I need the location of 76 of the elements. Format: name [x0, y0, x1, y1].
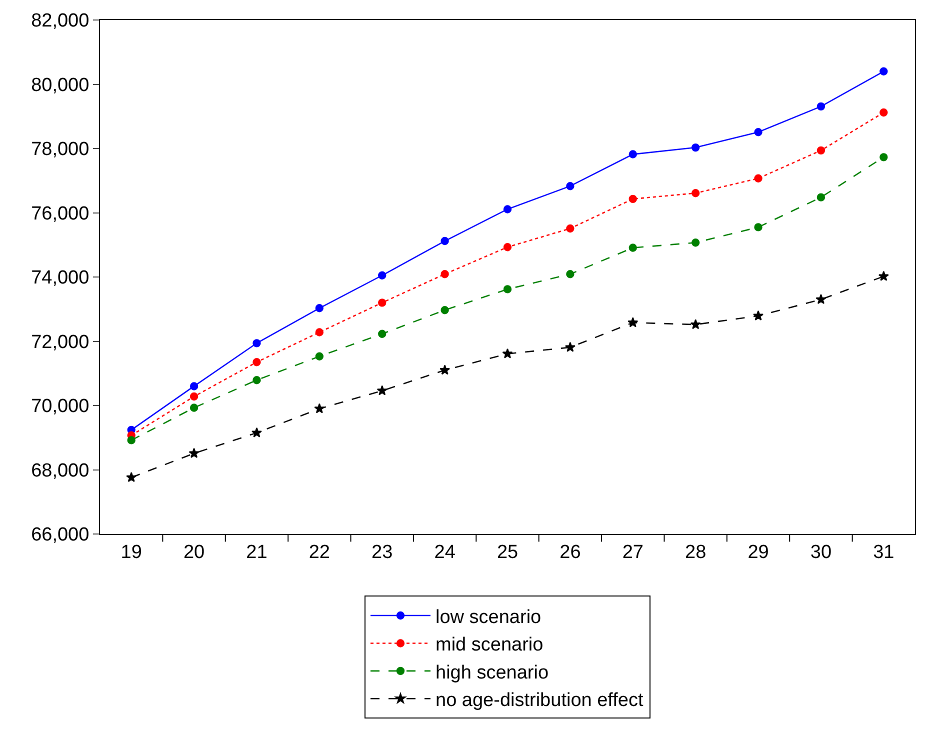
point	[190, 382, 198, 390]
point	[564, 342, 576, 352]
point	[503, 243, 512, 252]
point	[502, 348, 513, 358]
point	[190, 404, 198, 412]
point	[251, 427, 262, 438]
point	[440, 270, 449, 278]
point	[880, 108, 888, 117]
point	[315, 352, 324, 360]
point	[754, 223, 762, 232]
y-tick-label: 82,000	[31, 10, 90, 32]
x-tick-label: 28	[685, 542, 706, 563]
point	[315, 304, 324, 312]
point	[314, 403, 325, 414]
point	[378, 271, 386, 280]
point	[628, 244, 637, 252]
x-tick-label: 25	[496, 542, 518, 563]
x-tick-label: 24	[434, 542, 456, 563]
point	[690, 319, 701, 330]
point	[188, 448, 200, 458]
point	[754, 128, 762, 136]
point	[440, 364, 450, 375]
point	[378, 298, 386, 307]
x-tick-label: 20	[183, 542, 205, 563]
point	[816, 102, 826, 111]
point	[252, 376, 261, 384]
x-tick-label: 29	[748, 542, 769, 563]
point	[127, 436, 136, 444]
y-tick-label: 68,000	[31, 460, 90, 482]
point	[753, 310, 764, 320]
y-tick-label: 72,000	[31, 332, 90, 353]
y-tick-label: 74,000	[31, 268, 90, 289]
y-tick-label: 76,000	[31, 203, 90, 224]
x-tick-label: 21	[246, 542, 268, 563]
y-tick-label: 78,000	[31, 139, 90, 160]
point	[754, 174, 762, 182]
point	[880, 67, 888, 76]
point	[315, 328, 324, 336]
point	[566, 224, 574, 233]
point	[878, 270, 889, 281]
point	[691, 238, 700, 247]
legend-label: low scenario	[436, 606, 542, 628]
point	[628, 317, 638, 328]
point	[126, 472, 137, 482]
point	[252, 358, 261, 366]
legend-label: mid scenario	[436, 634, 544, 656]
point	[816, 146, 826, 155]
x-tick-label: 22	[308, 542, 330, 563]
point	[566, 182, 574, 190]
point	[378, 330, 386, 338]
point	[190, 392, 198, 401]
x-tick-label: 26	[560, 542, 581, 563]
x-tick-label: 30	[810, 542, 832, 563]
point	[376, 385, 388, 396]
point	[880, 153, 888, 162]
legend-label: high scenario	[436, 662, 549, 684]
y-tick-label: 66,000	[31, 524, 90, 546]
y-tick-label: 70,000	[31, 396, 90, 418]
point	[816, 193, 826, 202]
point	[691, 143, 700, 152]
point	[691, 189, 700, 198]
point	[566, 270, 574, 278]
legend-label: no age-distribution effect	[436, 690, 644, 712]
x-tick-label: 19	[120, 542, 142, 563]
point	[503, 285, 512, 294]
x-tick-label: 27	[622, 542, 644, 563]
point	[628, 150, 637, 158]
x-tick-label: 23	[372, 542, 393, 563]
point	[440, 236, 449, 246]
point	[252, 339, 261, 348]
x-tick-label: 31	[873, 542, 894, 563]
point	[628, 194, 637, 204]
point	[440, 306, 449, 314]
point	[503, 205, 512, 214]
y-tick-label: 80,000	[31, 74, 90, 96]
point	[816, 294, 826, 304]
